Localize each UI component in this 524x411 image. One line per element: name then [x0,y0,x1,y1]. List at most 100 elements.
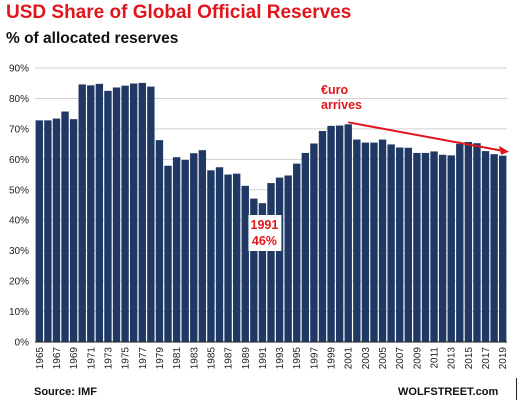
bar [172,157,181,342]
bar [335,125,344,342]
bar [250,198,258,342]
y-tick-label: 0% [15,338,30,349]
bar [473,143,481,342]
bar [181,159,189,342]
bar [130,83,138,342]
x-tick-label: 1995 [292,347,303,370]
annotation-euro-line: arrives [321,98,362,112]
y-tick-label: 90% [9,64,29,75]
x-tick-label: 1979 [155,347,166,370]
x-tick-label: 2013 [447,347,458,370]
annotation-1991-line: 46% [252,234,277,248]
source-note: Source: IMF [34,386,97,398]
bar [284,175,292,342]
x-tick-label: 1987 [224,347,235,370]
annotation-euro-line: €uro [321,83,348,97]
x-tick-label: 2003 [361,347,372,370]
x-tick-label: 2011 [430,347,441,369]
bar [95,83,104,342]
x-tick-label: 1991 [258,347,269,370]
y-tick-label: 50% [9,185,29,196]
chart-subtitle: % of allocated reserves [6,30,179,47]
x-tick-label: 2015 [464,347,475,370]
bar [456,143,464,342]
trend-arrow-line [348,121,502,152]
y-tick-label: 70% [9,124,29,135]
bar [121,85,129,342]
bar [413,152,421,342]
bar [421,152,430,342]
bar [138,82,146,342]
y-tick-label: 40% [9,216,29,227]
bar [104,90,112,342]
bar [361,142,370,342]
bars [35,82,507,343]
bar [481,151,490,342]
x-tick-label: 1969 [69,347,80,370]
bar [267,183,275,342]
bar [464,141,473,342]
y-tick-label: 20% [9,277,29,288]
bar [207,170,215,342]
bar [190,153,198,342]
bar [447,155,455,342]
x-tick-label: 1981 [172,347,183,370]
x-tick-label: 1985 [206,347,217,370]
x-tick-label: 1997 [309,347,320,370]
bar [224,174,232,342]
annotation-backdrop [248,215,282,251]
x-tick-label: 2007 [395,347,406,370]
x-tick-label: 1983 [189,347,200,370]
x-tick-label: 1967 [52,347,63,370]
x-tick-label: 2017 [481,347,492,370]
bar [198,150,207,342]
bar [52,118,61,342]
x-tick-label: 2001 [344,347,355,370]
x-tick-label: 1999 [327,347,338,370]
bar [430,151,438,342]
bar [301,152,310,342]
chart-title: USD Share of Global Official Reserves [6,2,352,23]
y-tick-label: 10% [9,307,29,318]
bar [78,84,86,342]
bar [499,155,507,342]
bar [353,139,361,342]
x-tick-label: 1975 [121,347,132,370]
bar [258,203,267,342]
divider [516,378,517,400]
bar [404,147,412,342]
bar [35,120,43,342]
x-tick-label: 2005 [378,347,389,370]
bar [241,185,249,342]
x-tick-label: 2009 [412,347,423,370]
bar [275,177,284,342]
site-credit: WOLFSTREET.com [398,386,499,398]
bar [438,154,447,342]
bar [215,167,224,342]
bar [327,125,335,342]
bar [155,140,164,342]
x-tick-label: 2019 [498,347,509,370]
bar [344,124,352,342]
x-tick-label: 1973 [103,347,114,370]
bar [147,86,155,343]
y-axis-ticks: 0% 10% 20% 30% 40% 50% 60% 70% 80% 90% [9,64,29,349]
bar [112,87,121,343]
annotation-1991-line: 1991 [251,218,279,232]
bar [396,147,404,342]
x-tick-label: 1977 [138,347,149,370]
y-tick-label: 30% [9,246,29,257]
bar [387,144,395,342]
y-tick-label: 80% [9,94,29,105]
bar [69,119,78,342]
bar [164,165,172,342]
bar [490,154,498,342]
bar [44,120,52,342]
bar [378,139,387,342]
x-tick-label: 1993 [275,347,286,370]
bar [61,111,69,342]
bar [293,163,301,342]
trend-arrow-head [499,145,509,155]
